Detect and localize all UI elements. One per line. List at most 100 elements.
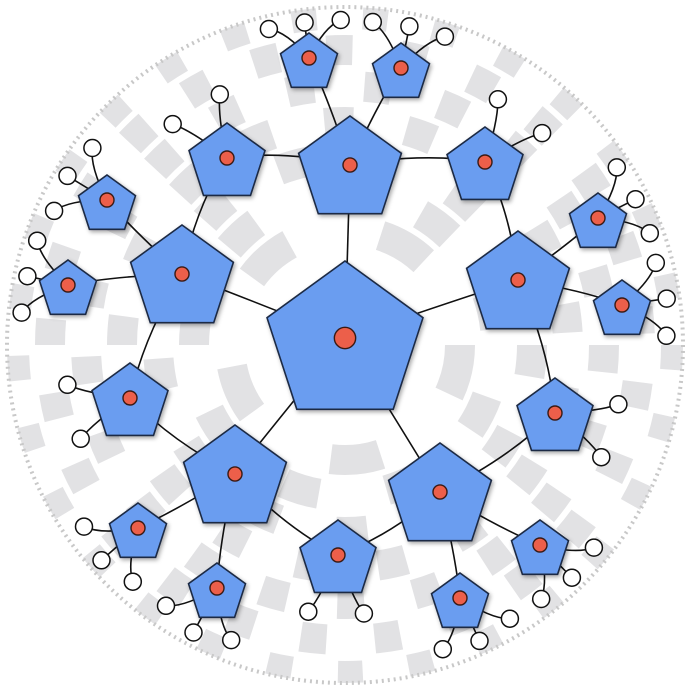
tile — [413, 201, 461, 248]
tile — [373, 620, 404, 654]
node-dot — [60, 277, 76, 293]
tile — [457, 391, 501, 438]
node — [91, 362, 169, 437]
node — [371, 42, 431, 99]
tile — [61, 457, 100, 495]
tile — [442, 178, 487, 222]
node — [188, 122, 266, 197]
node-dot — [122, 390, 138, 406]
node — [387, 442, 493, 542]
tile — [169, 163, 211, 205]
tile — [208, 94, 246, 134]
node — [279, 32, 339, 89]
node — [129, 224, 235, 324]
node-dot — [614, 297, 630, 313]
node — [430, 572, 490, 629]
leaf — [123, 572, 143, 591]
leaf — [609, 395, 628, 414]
node-dot — [99, 192, 115, 208]
tile — [144, 138, 185, 179]
leaf — [295, 13, 314, 32]
node-dot — [174, 266, 190, 282]
tile — [277, 469, 322, 509]
leaf — [657, 289, 676, 308]
tile — [212, 517, 253, 558]
tile — [107, 314, 139, 345]
leaf — [640, 223, 660, 243]
node — [108, 502, 168, 559]
node-dot — [590, 210, 606, 226]
node-dot — [477, 154, 493, 170]
tile — [35, 317, 67, 345]
tile — [503, 560, 543, 601]
node — [297, 115, 403, 215]
leaf — [562, 568, 582, 587]
tile — [578, 264, 614, 298]
leaf — [584, 538, 604, 557]
node-dot — [510, 272, 526, 288]
tile — [337, 660, 364, 683]
node — [182, 424, 288, 524]
leaf — [500, 609, 520, 628]
node-dot — [432, 484, 448, 500]
leaf — [626, 189, 645, 209]
leaf — [12, 303, 31, 322]
leaf — [532, 123, 552, 143]
tile — [375, 221, 434, 273]
node — [187, 562, 247, 619]
node-dot — [301, 50, 317, 66]
tile — [556, 509, 596, 549]
tile — [7, 355, 31, 383]
leaf — [156, 596, 176, 616]
leaf — [259, 19, 279, 39]
leaf — [18, 266, 37, 286]
leaf — [27, 231, 47, 250]
disk-border — [5, 5, 685, 685]
tile — [193, 187, 238, 231]
leaf — [58, 375, 77, 395]
leaf — [470, 631, 489, 651]
leaf — [400, 17, 419, 36]
tile — [375, 545, 411, 581]
tile — [531, 482, 572, 523]
node-dot — [227, 466, 243, 482]
node — [299, 519, 377, 594]
tile — [476, 535, 516, 576]
leaf — [58, 166, 77, 186]
leaf — [184, 623, 203, 642]
node-dot — [532, 537, 548, 553]
tile — [587, 345, 619, 374]
tile — [178, 69, 217, 109]
tile — [328, 440, 386, 476]
node-dot — [547, 405, 563, 421]
leaf — [299, 602, 318, 621]
leaf — [221, 630, 241, 650]
leaf — [71, 429, 90, 449]
tile — [217, 363, 265, 422]
leaf — [83, 138, 102, 158]
leaf — [607, 158, 627, 177]
leaf — [331, 10, 350, 30]
node — [592, 279, 652, 336]
leaf — [435, 27, 455, 46]
leaf — [488, 90, 508, 109]
node — [510, 519, 570, 576]
leaf — [646, 253, 666, 273]
leaf — [363, 12, 383, 32]
tile — [71, 355, 104, 386]
node-dot — [330, 547, 346, 563]
tile — [401, 116, 440, 154]
leaf — [592, 447, 611, 467]
leaf — [433, 639, 453, 659]
node — [465, 230, 571, 330]
tile — [87, 427, 126, 464]
leaf — [74, 517, 94, 536]
leaf — [44, 201, 64, 221]
leaf — [531, 589, 551, 609]
node — [38, 259, 98, 316]
tile — [434, 89, 472, 129]
leaf — [92, 551, 111, 570]
node — [266, 260, 424, 411]
node-dot — [209, 580, 225, 596]
